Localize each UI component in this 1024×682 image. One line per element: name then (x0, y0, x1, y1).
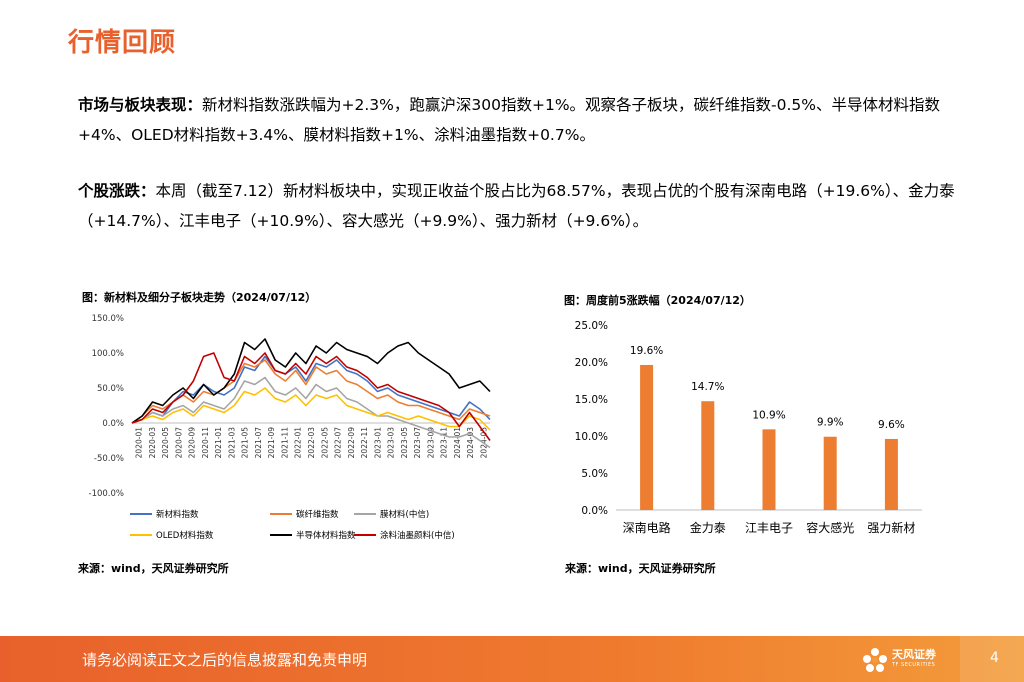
bar (640, 364, 654, 510)
line-chart-title: 图：新材料及细分子板块走势（2024/07/12） (82, 291, 317, 304)
y-tick-label: 150.0% (92, 314, 124, 324)
y-tick-label: 50.0% (97, 384, 124, 394)
market-performance-label: 市场与板块表现： (78, 96, 203, 114)
x-tick-label: 2022-03 (307, 427, 316, 459)
x-tick-label: 2021-01 (214, 427, 223, 459)
stock-movement-label: 个股涨跌： (78, 182, 156, 200)
category-label: 江丰电子 (745, 521, 793, 535)
market-performance-text: 新材料指数涨跌幅为+2.3%，跑赢沪深300指数+1%。观察各子板块，碳纤维指数… (78, 96, 941, 144)
series-line (131, 376, 491, 449)
x-tick-label: 2022-05 (320, 427, 329, 459)
bar-chart-title: 图：周度前5涨跌幅（2024/07/12） (564, 294, 751, 307)
page-number-block (960, 636, 1024, 682)
series-line (131, 355, 491, 424)
y-tick-label: 15.0% (575, 394, 608, 406)
series-line (131, 387, 491, 431)
page-number: 4 (990, 650, 999, 666)
stock-movement-paragraph: 个股涨跌：本周（截至7.12）新材料板块中，实现正收益个股占比为68.57%，表… (78, 176, 958, 236)
legend-label: OLED材料指数 (156, 530, 214, 541)
logo-cn-text: 天风证券 (892, 648, 936, 661)
y-tick-label: 20.0% (575, 357, 608, 369)
x-tick-label: 2020-11 (201, 427, 210, 459)
tf-securities-logo: 天风证券 TF SECURITIES (862, 644, 942, 676)
x-tick-label: 2023-11 (440, 427, 449, 459)
y-tick-label: 5.0% (581, 468, 608, 480)
x-tick-label: 2020-01 (135, 427, 144, 459)
x-tick-label: 2023-03 (387, 427, 396, 459)
line-chart-source: 来源：wind，天风证券研究所 (78, 562, 229, 575)
x-tick-label: 2023-09 (426, 427, 435, 459)
legend-label: 半导体材料指数 (296, 530, 356, 541)
bar-value-label: 9.6% (878, 419, 905, 431)
x-tick-label: 2020-05 (161, 427, 170, 459)
category-label: 强力新材 (867, 520, 915, 535)
bar-value-label: 19.6% (630, 345, 663, 357)
y-tick-label: 25.0% (575, 320, 608, 332)
stock-movement-text: 本周（截至7.12）新材料板块中，实现正收益个股占比为68.57%，表现占优的个… (78, 182, 955, 230)
logo-en-text: TF SECURITIES (892, 662, 936, 668)
x-tick-label: 2023-01 (373, 427, 382, 459)
y-tick-label: 100.0% (92, 349, 124, 359)
bar (762, 429, 776, 510)
y-tick-label: 0.0% (581, 505, 608, 517)
x-tick-label: 2024-01 (453, 427, 462, 459)
category-label: 容大感光 (806, 520, 854, 535)
legend-label: 新材料指数 (156, 509, 199, 520)
series-line (131, 359, 491, 424)
y-tick-label: -100.0% (89, 489, 124, 499)
x-tick-label: 2022-01 (294, 427, 303, 459)
market-performance-paragraph: 市场与板块表现：新材料指数涨跌幅为+2.3%，跑赢沪深300指数+1%。观察各子… (78, 90, 958, 150)
line-chart: 150.0% 100.0% 50.0% 0.0% -50.0% -100.0% 2020-0… (89, 314, 491, 541)
bar-value-label: 14.7% (691, 381, 724, 393)
x-tick-label: 2020-07 (174, 427, 183, 459)
y-tick-label: 10.0% (575, 431, 608, 443)
legend-label: 涂料油墨颜料(中信) (380, 530, 455, 541)
x-tick-label: 2021-11 (280, 427, 289, 459)
bar-chart-source: 来源：wind，天风证券研究所 (565, 562, 716, 575)
x-tick-label: 2021-09 (267, 427, 276, 459)
x-tick-label: 2022-09 (347, 427, 356, 459)
series-line (131, 352, 491, 441)
legend-label: 膜材料(中信) (380, 509, 429, 520)
x-tick-label: 2022-07 (334, 427, 343, 459)
x-tick-label: 2022-11 (360, 427, 369, 459)
category-label: 深南电路 (623, 520, 671, 535)
page-title: 行情回顾 (68, 28, 177, 58)
y-tick-label: -50.0% (94, 454, 124, 464)
legend-label: 碳纤维指数 (296, 509, 339, 520)
bar (701, 401, 715, 510)
bar-value-label: 9.9% (817, 417, 844, 429)
x-tick-label: 2021-07 (254, 427, 263, 459)
bar (823, 436, 837, 510)
x-tick-label: 2023-07 (413, 427, 422, 459)
series-line (131, 338, 491, 424)
bar (884, 438, 898, 510)
footer-bar: 请务必阅读正文之后的信息披露和免责申明 天风证券 TF SECURITIES 4 (0, 636, 1024, 682)
bar-value-label: 10.9% (752, 409, 785, 421)
y-tick-label: 0.0% (102, 419, 124, 429)
disclaimer-text: 请务必阅读正文之后的信息披露和免责申明 (82, 651, 368, 669)
category-label: 金力泰 (690, 520, 726, 535)
x-tick-label: 2023-05 (400, 427, 409, 459)
x-tick-label: 2021-03 (227, 427, 236, 459)
x-tick-label: 2020-09 (188, 427, 197, 459)
x-tick-label: 2020-03 (148, 427, 157, 459)
flower-logo-icon (863, 648, 887, 672)
bar-chart: 25.0% 20.0% 15.0% 10.0% 5.0% 0.0% 19.6% 深南电路 14.… (575, 320, 922, 535)
x-tick-label: 2024-03 (466, 427, 475, 459)
x-tick-label: 2021-05 (241, 427, 250, 459)
